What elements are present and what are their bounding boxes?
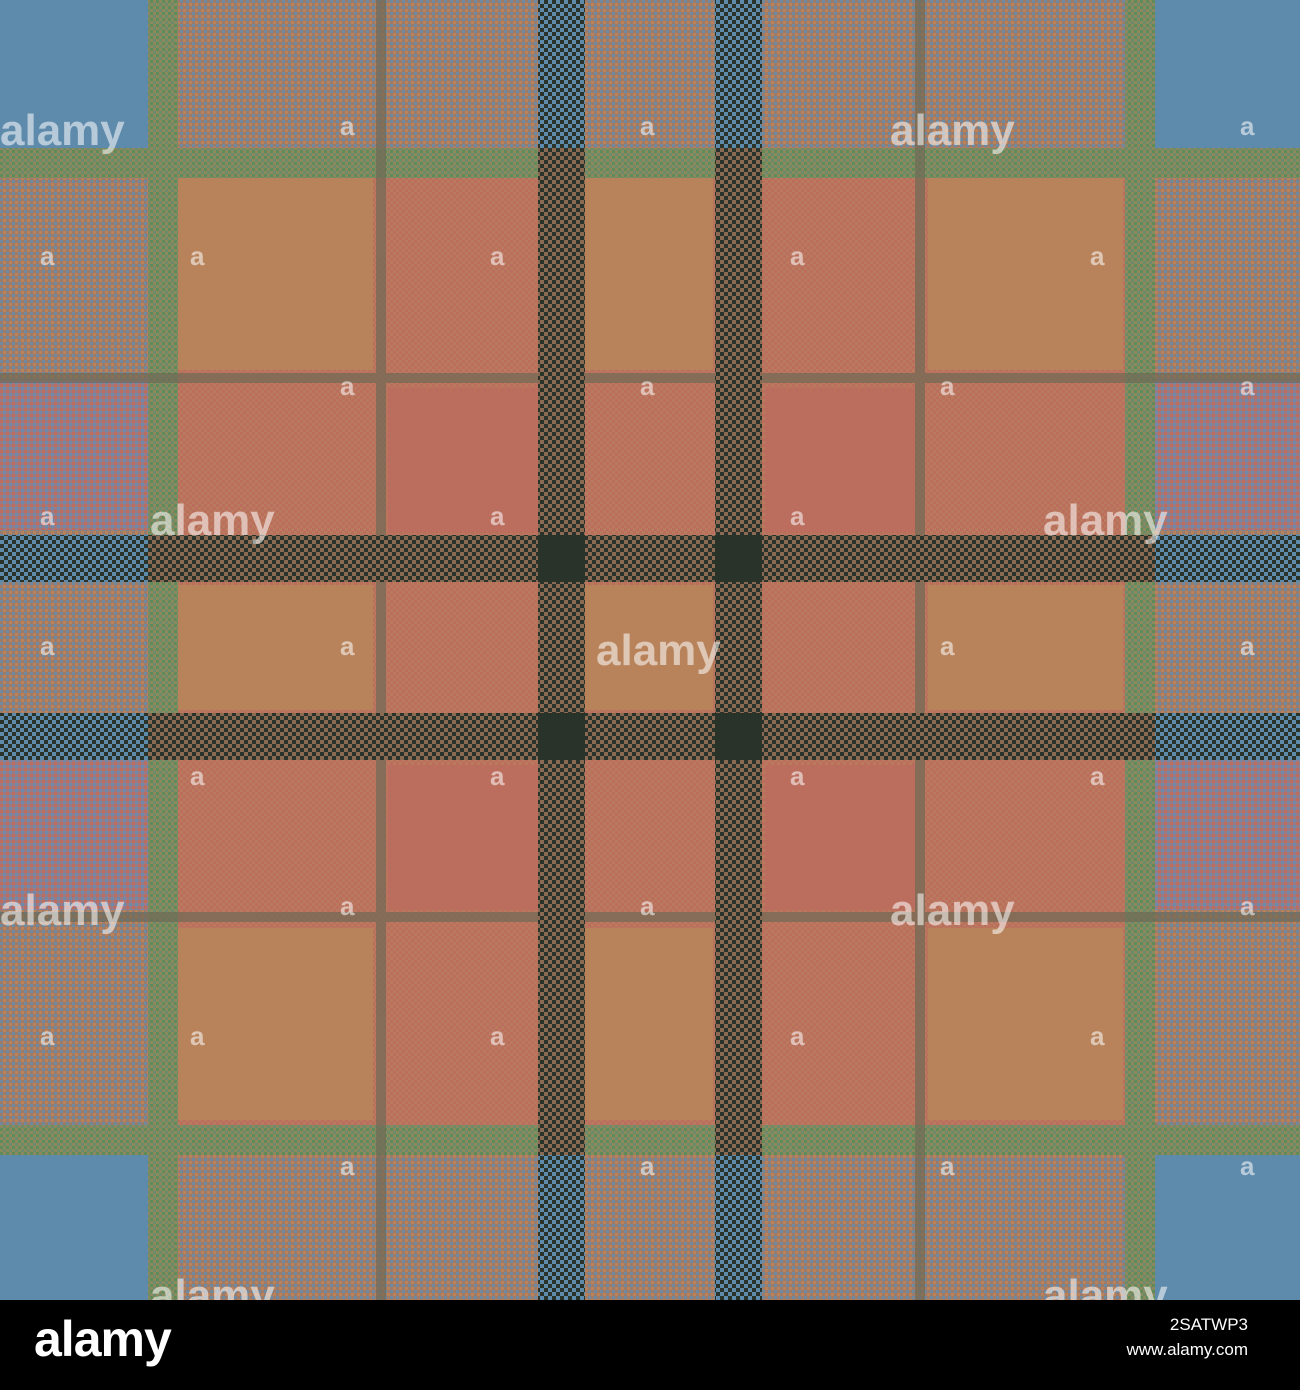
brown-thin-lines: [0, 0, 1300, 1300]
svg-text:a: a: [490, 761, 505, 791]
svg-text:a: a: [340, 891, 355, 921]
svg-text:a: a: [790, 241, 805, 271]
svg-text:a: a: [640, 111, 655, 141]
dark-stripes-vertical: [538, 0, 762, 1300]
blue-corner-blocks: [0, 0, 1300, 1300]
watermark: alamy: [0, 106, 125, 155]
svg-text:a: a: [340, 631, 355, 661]
watermark: alamy: [1043, 496, 1168, 545]
watermark: alamy: [890, 106, 1015, 155]
svg-text:a: a: [1240, 111, 1255, 141]
image-id: 2SATWP3: [1169, 1315, 1248, 1334]
watermark: alamy: [596, 626, 721, 675]
svg-text:a: a: [640, 1151, 655, 1181]
dark-intersections: [538, 535, 762, 760]
svg-text:a: a: [190, 241, 205, 271]
site-url: www.alamy.com: [1126, 1340, 1248, 1359]
footer-bar: alamy 2SATWP3 www.alamy.com: [0, 1300, 1300, 1390]
svg-text:a: a: [640, 891, 655, 921]
svg-text:a: a: [940, 1151, 955, 1181]
alamy-logo: alamy: [34, 1311, 172, 1367]
tartan-plaid-pattern: alamy alamy alamy alamy alamy alamy alam…: [0, 0, 1300, 1300]
svg-text:a: a: [490, 1021, 505, 1051]
green-lines: [0, 0, 1300, 1300]
watermark: alamy: [150, 496, 275, 545]
svg-text:a: a: [940, 631, 955, 661]
watermark-glyphs: a a a a a a a a a a a a a a a a a a a a …: [40, 111, 1255, 1181]
svg-text:a: a: [940, 371, 955, 401]
svg-text:a: a: [340, 371, 355, 401]
watermark: alamy: [0, 886, 125, 935]
dark-stripes-horizontal: [0, 535, 1300, 760]
svg-text:a: a: [490, 241, 505, 271]
watermark-words: alamy alamy alamy alamy alamy alamy alam…: [0, 106, 1168, 1300]
svg-text:a: a: [1240, 1151, 1255, 1181]
svg-text:a: a: [1240, 891, 1255, 921]
svg-text:a: a: [190, 1021, 205, 1051]
svg-text:a: a: [190, 761, 205, 791]
svg-text:a: a: [40, 501, 55, 531]
svg-text:a: a: [40, 241, 55, 271]
svg-text:a: a: [490, 501, 505, 531]
svg-text:a: a: [40, 1021, 55, 1051]
svg-text:a: a: [40, 631, 55, 661]
svg-text:a: a: [790, 1021, 805, 1051]
watermark: alamy: [150, 1271, 275, 1300]
svg-text:a: a: [790, 761, 805, 791]
watermark: alamy: [1043, 1271, 1168, 1300]
svg-text:a: a: [340, 111, 355, 141]
svg-text:a: a: [790, 501, 805, 531]
svg-text:a: a: [1090, 241, 1105, 271]
svg-text:a: a: [1090, 761, 1105, 791]
watermark: alamy: [890, 886, 1015, 935]
svg-text:a: a: [1240, 631, 1255, 661]
svg-text:a: a: [640, 371, 655, 401]
svg-text:a: a: [340, 1151, 355, 1181]
tan-blocks: [178, 178, 1123, 1120]
svg-text:a: a: [1240, 371, 1255, 401]
rose-blocks: [388, 388, 915, 910]
svg-text:a: a: [1090, 1021, 1105, 1051]
